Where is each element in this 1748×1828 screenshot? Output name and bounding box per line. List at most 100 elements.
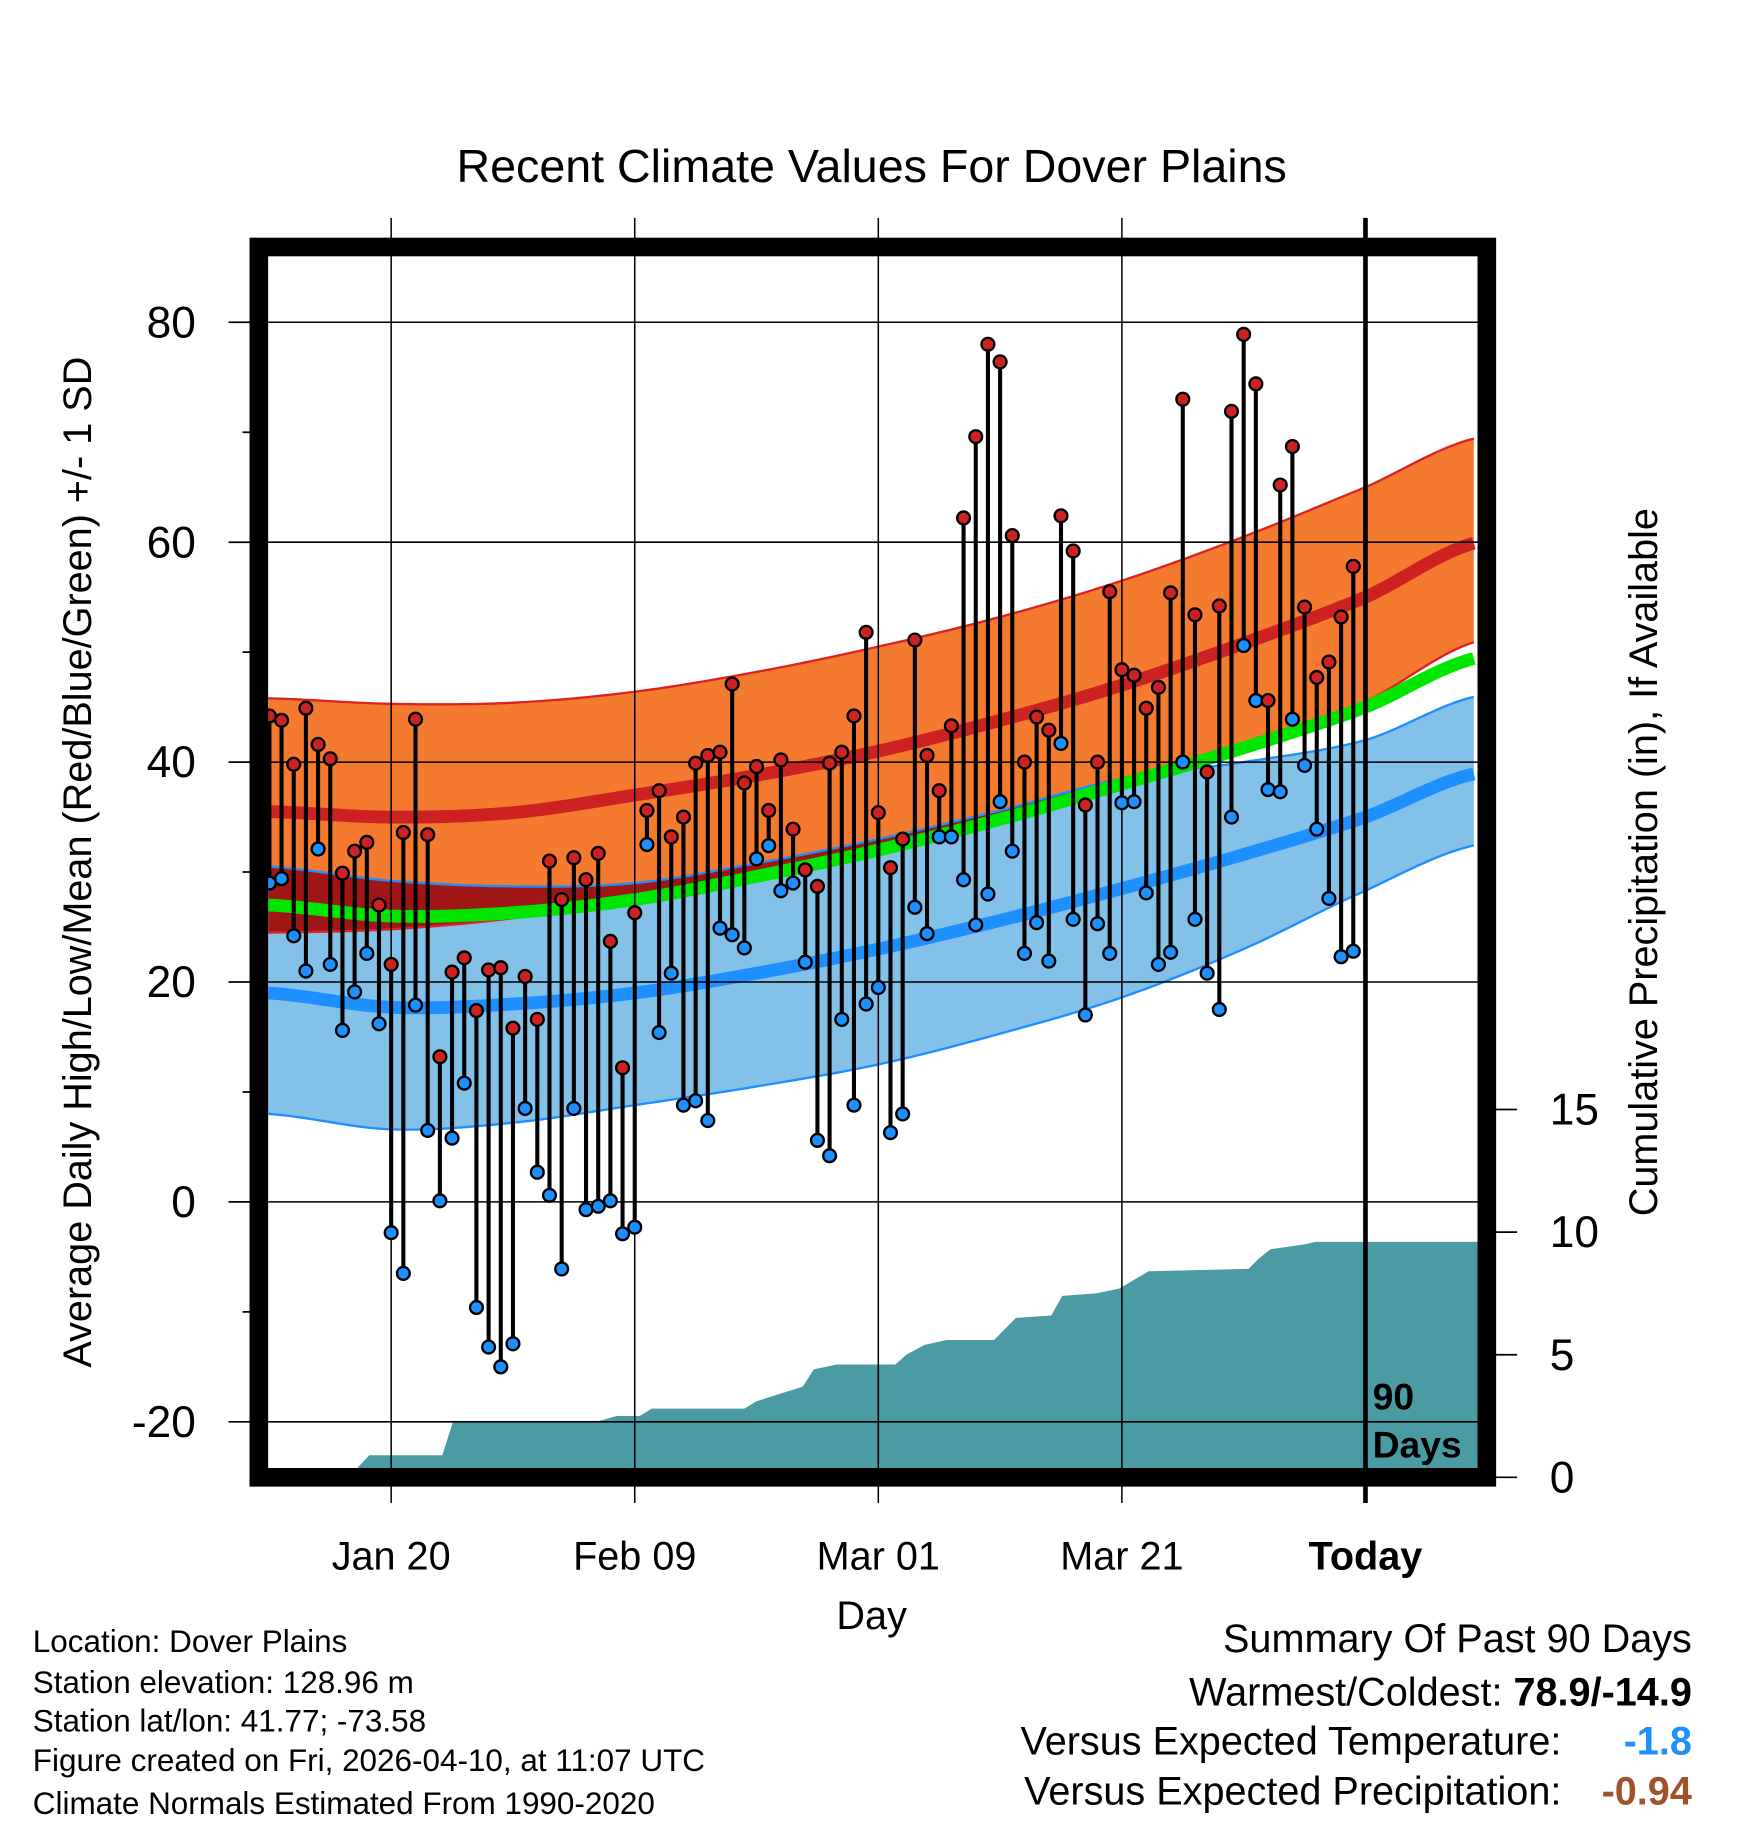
y-tick-label: 20 [147,958,196,1007]
daily-high-point [846,708,862,724]
y-tick-label: -20 [132,1398,196,1447]
daily-low-point [517,1100,533,1117]
daily-low-point [882,1125,899,1141]
daily-high-point [1053,508,1069,524]
daily-low-point [663,965,679,981]
daily-high-point [1223,403,1240,419]
daily-high-point [493,960,509,976]
daily-low-point [1150,956,1166,972]
daily-high-point [468,1003,484,1019]
temp-value: -1.8 [1624,1720,1692,1764]
y-tick-label: 0 [171,1178,196,1227]
y2-tick-label: 0 [1550,1453,1575,1502]
location-text: Location: Dover Plains [33,1624,348,1659]
daily-low-point [1029,915,1045,931]
daily-high-point [955,510,972,526]
daily-low-point [1114,795,1130,811]
x-tick-label: Jan 20 [332,1534,451,1578]
daily-high-point [785,821,801,837]
daily-high-point [1211,598,1227,614]
daily-low-point [1284,711,1300,727]
daily-low-point [980,886,996,902]
daily-high-point [797,862,813,878]
daily-high-point [870,805,886,821]
y-tick-label: 80 [147,298,196,347]
daily-high-point [1321,654,1337,670]
daily-low-point [1126,794,1142,810]
daily-low-point [955,872,972,888]
daily-high-point [724,676,740,692]
daily-high-point [1126,667,1142,683]
precip-label: Versus Expected Precipitation: [1024,1770,1561,1814]
daily-low-point [371,1016,387,1032]
daily-high-point [1004,528,1020,544]
daily-low-point [627,1219,643,1235]
y2-axis-title: Cumulative Precipitation (in), If Availa… [1622,508,1666,1216]
axes: 80 60 40 20 0 -20 15 10 5 0 Jan 20 Feb 09 Mar 01 Mar … [132,298,1599,1578]
daily-high-point [517,968,533,985]
daily-high-point [663,829,679,845]
daily-low-point [383,1225,399,1241]
daily-low-point [1345,943,1361,959]
summary: Summary Of Past 90 Days Warmest/Coldest:… [1020,1617,1691,1814]
daily-low-point [1053,735,1069,751]
station-info: Location: Dover Plains Station elevation… [33,1624,705,1821]
daily-low-point [1138,885,1154,901]
daily-low-point [444,1130,460,1146]
daily-low-point [992,794,1008,810]
daily-high-point [1272,477,1288,493]
daily-low-point [1077,1007,1093,1023]
daily-high-point [761,802,777,819]
daily-low-point [481,1339,497,1355]
daily-high-point [1065,543,1081,559]
daily-low-point [420,1122,436,1139]
daily-high-point [834,744,850,760]
summary-heading: Summary Of Past 90 Days [1223,1617,1692,1661]
daily-high-point [554,891,570,908]
daily-high-point [529,1011,545,1027]
daily-high-point [931,783,947,799]
daily-low-point [846,1097,862,1113]
daily-low-point [748,851,765,867]
daily-low-point [322,956,338,972]
daily-low-point [834,1011,850,1027]
daily-low-point [895,1106,911,1122]
daily-high-point [1016,754,1033,770]
daily-high-point [992,354,1008,370]
daily-low-point [1004,843,1020,859]
daily-high-point [481,962,497,978]
daily-high-point [1345,558,1361,574]
daily-low-point [529,1164,545,1180]
y-tick-label: 60 [147,518,196,567]
daily-high-point [456,950,472,966]
warmest-label: Warmest/Coldest: [1189,1671,1502,1715]
y2-tick-label: 10 [1550,1208,1599,1257]
daily-high-point [395,824,411,841]
daily-high-point [1089,754,1106,770]
daily-high-point [541,853,558,869]
daily-low-point [432,1193,448,1209]
daily-low-point [590,1198,606,1214]
daily-high-point [809,878,825,894]
daily-low-point [493,1359,509,1375]
daily-high-point [1284,438,1300,455]
daily-high-point [1114,662,1130,678]
daily-high-point [773,752,789,768]
x-tick-label: Mar 01 [817,1534,940,1578]
daily-low-point [675,1097,692,1113]
daily-low-point [712,920,728,936]
daily-low-point [700,1112,716,1129]
y-axis-title: Average Daily High/Low/Mean (Red/Blue/Gr… [56,357,100,1368]
period-label-days: Days [1373,1424,1462,1466]
daily-low-point [907,899,923,915]
daily-low-point [566,1100,582,1117]
daily-high-point [273,712,290,728]
daily-high-point [907,632,923,648]
chart-title: Recent Climate Values For Dover Plains [456,140,1286,192]
daily-low-point [602,1193,618,1209]
normal-low-mean-line [268,767,1476,1015]
normal-mean-line [268,652,1476,923]
daily-low-point [724,927,740,943]
daily-high-point [371,897,387,913]
normal-high-mean-line [268,537,1476,824]
